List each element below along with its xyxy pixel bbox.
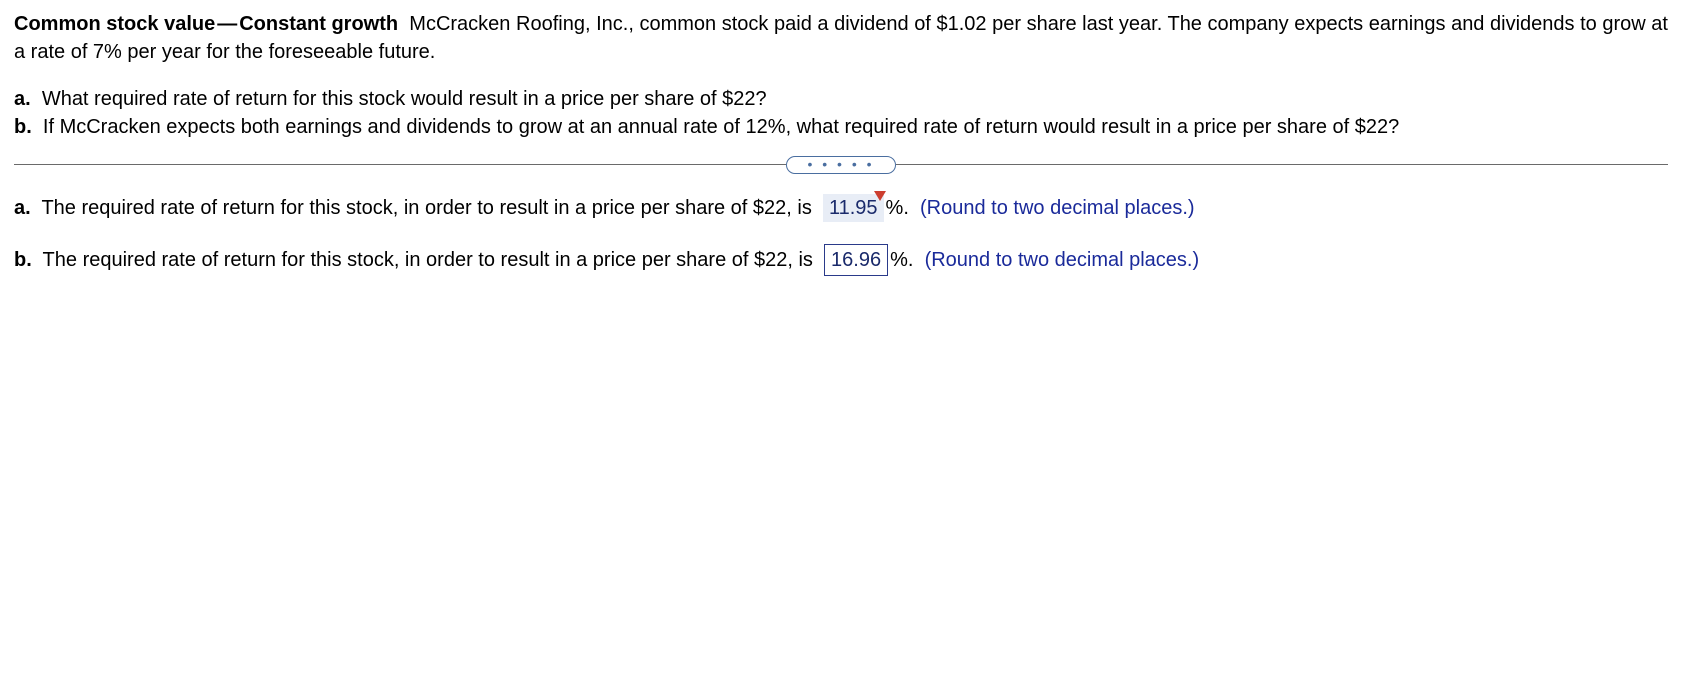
question-a: a. What required rate of return for this…: [14, 85, 1668, 113]
divider-line-left: [14, 164, 786, 165]
answer-a-hint: (Round to two decimal places.): [920, 197, 1195, 219]
answer-b-letter: b.: [14, 249, 32, 271]
problem-statement: Common stock value—Constant growth McCra…: [14, 10, 1668, 67]
divider-line-right: [896, 164, 1668, 165]
question-b: b. If McCracken expects both earnings an…: [14, 113, 1668, 141]
answer-a: a. The required rate of return for this …: [14, 194, 1668, 222]
question-a-text: What required rate of return for this st…: [42, 88, 767, 110]
answer-b-input[interactable]: 16.96: [824, 244, 888, 276]
expand-pill[interactable]: • • • • •: [786, 156, 895, 174]
question-b-letter: b.: [14, 116, 32, 138]
answer-a-value: 11.95: [829, 197, 878, 219]
title-part-1: Common stock value: [14, 13, 215, 35]
answer-a-input[interactable]: 11.95: [823, 194, 884, 222]
answer-a-lead: The required rate of return for this sto…: [41, 197, 811, 219]
title-mdash: —: [215, 13, 239, 35]
answer-a-letter: a.: [14, 197, 31, 219]
answer-b-value: 16.96: [831, 249, 881, 271]
section-divider: • • • • •: [14, 156, 1668, 174]
answer-b-hint: (Round to two decimal places.): [925, 249, 1200, 271]
answer-b: b. The required rate of return for this …: [14, 244, 1668, 276]
question-a-letter: a.: [14, 88, 31, 110]
answer-b-pct: %.: [888, 249, 913, 271]
title-part-2: Constant growth: [239, 13, 398, 35]
dots-icon: • • • • •: [807, 156, 874, 172]
question-b-text: If McCracken expects both earnings and d…: [43, 116, 1399, 138]
answer-a-pct: %.: [884, 197, 909, 219]
question-list: a. What required rate of return for this…: [14, 85, 1668, 142]
answer-b-lead: The required rate of return for this sto…: [43, 249, 813, 271]
